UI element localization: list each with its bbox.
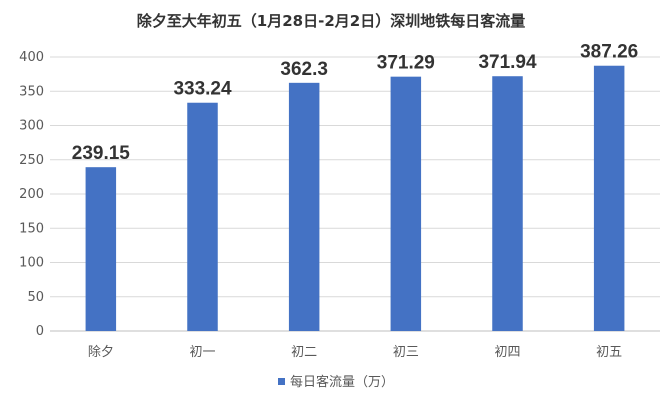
chart-title: 除夕至大年初五（1月28日-2月2日）深圳地铁每日客流量 bbox=[137, 12, 525, 30]
y-tick-label: 100 bbox=[19, 256, 44, 271]
x-tick-label: 初三 bbox=[393, 345, 419, 360]
bars bbox=[85, 65, 625, 332]
y-tick-label: 0 bbox=[36, 324, 44, 339]
x-tick-label: 初一 bbox=[189, 345, 215, 360]
bar bbox=[187, 102, 218, 332]
bar bbox=[288, 82, 320, 332]
data-label: 362.3 bbox=[280, 59, 328, 80]
y-tick-label: 300 bbox=[19, 119, 44, 134]
y-tick-label: 50 bbox=[27, 290, 44, 305]
x-tick-label: 除夕 bbox=[88, 345, 114, 360]
data-label: 387.26 bbox=[580, 42, 638, 63]
data-label: 333.24 bbox=[173, 79, 232, 100]
data-label: 239.15 bbox=[72, 143, 131, 164]
y-axis-ticks: 0 50 100 150 200 250 300 350 400 bbox=[19, 50, 44, 339]
bar bbox=[390, 76, 422, 331]
x-tick-label: 初四 bbox=[494, 345, 520, 360]
bar bbox=[492, 76, 523, 331]
x-axis-ticks: 除夕 初一 初二 初三 初四 初五 bbox=[88, 345, 622, 360]
y-tick-label: 150 bbox=[19, 221, 44, 236]
data-label: 371.29 bbox=[377, 53, 435, 74]
y-tick-label: 250 bbox=[19, 153, 44, 168]
x-tick-label: 初二 bbox=[291, 345, 317, 360]
bar bbox=[593, 65, 625, 331]
y-tick-label: 350 bbox=[19, 84, 44, 99]
gridlines bbox=[50, 56, 660, 332]
legend-swatch bbox=[278, 378, 285, 385]
bar bbox=[85, 167, 117, 331]
y-tick-label: 400 bbox=[19, 50, 44, 65]
x-tick-label: 初五 bbox=[596, 345, 622, 360]
data-labels: 239.15 333.24 362.3 371.29 371.94 387.26 bbox=[72, 42, 638, 164]
data-label: 371.94 bbox=[478, 52, 537, 73]
y-tick-label: 200 bbox=[19, 187, 44, 202]
legend: 每日客流量（万） bbox=[278, 374, 394, 390]
legend-label: 每日客流量（万） bbox=[290, 374, 394, 390]
